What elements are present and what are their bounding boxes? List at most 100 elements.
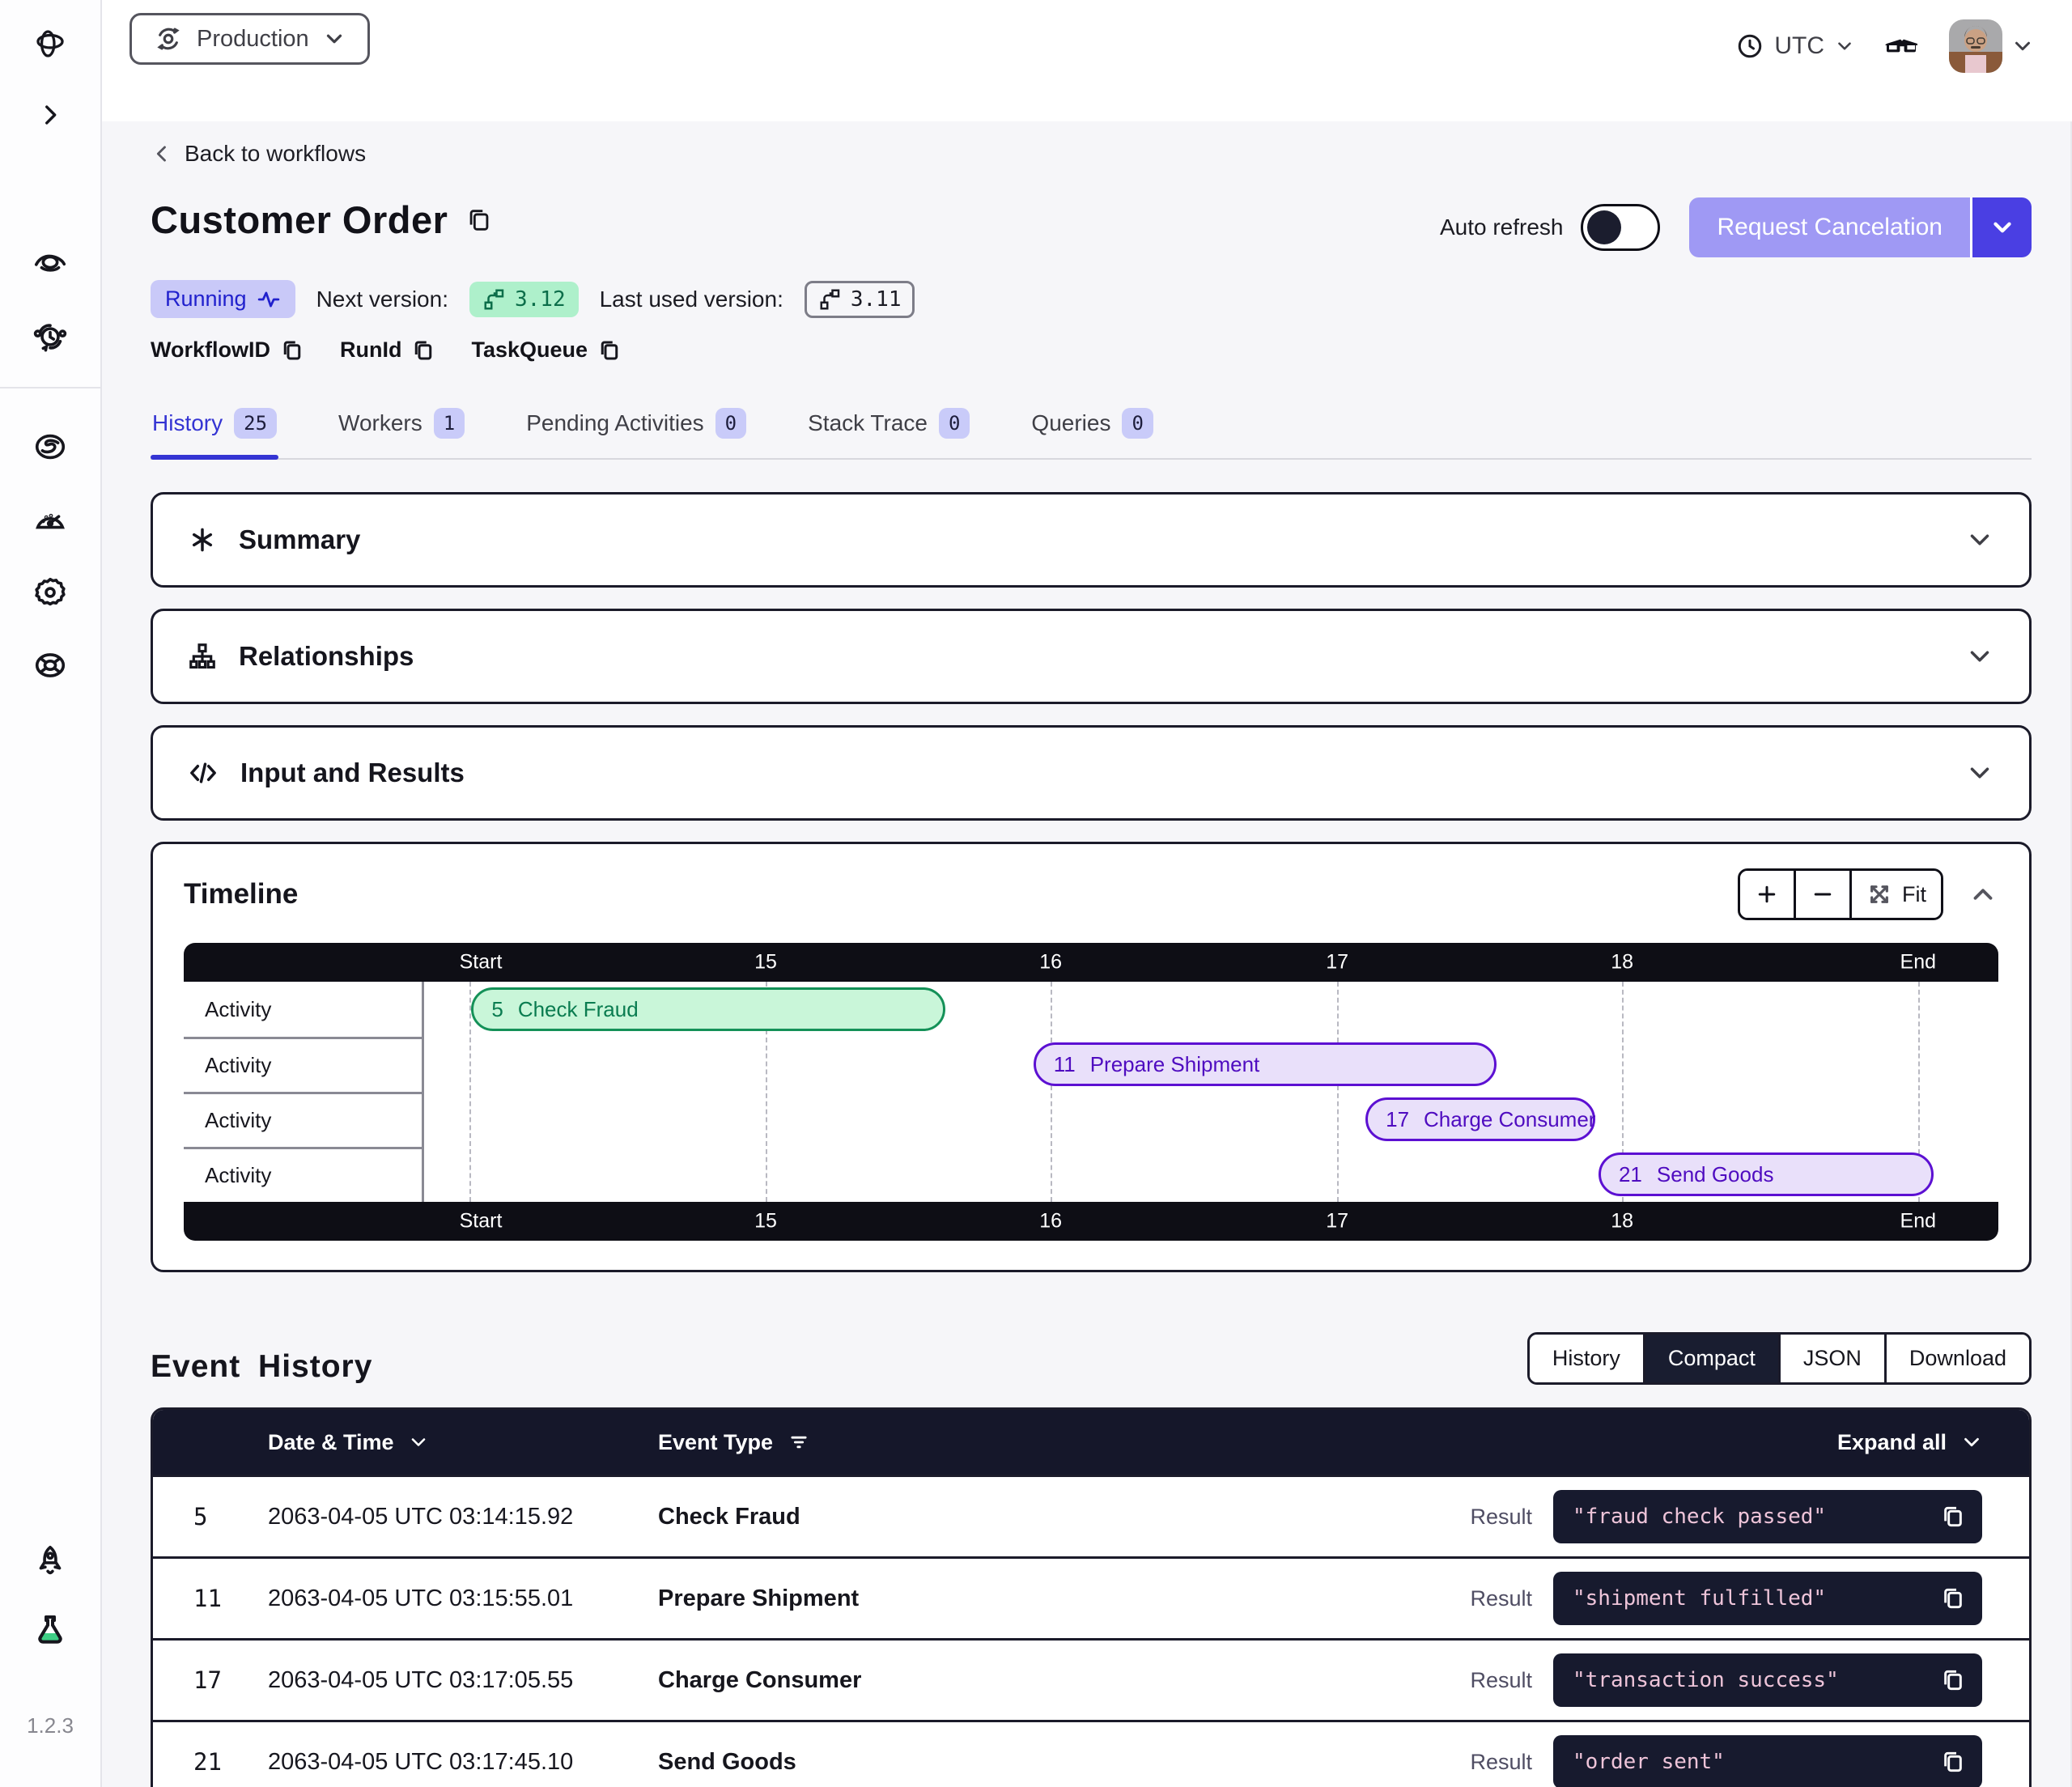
namespace-selector[interactable]: Production [130,13,370,65]
plus-icon [1758,885,1776,903]
code-icon [190,762,216,783]
date-time-sort[interactable]: Date & Time [268,1430,658,1455]
event-row[interactable]: 21 2063-04-05 UTC 03:17:45.10 Send Goods… [153,1720,2029,1787]
timezone-selector[interactable]: UTC [1735,32,1855,61]
timeline-bar-charge-consumer[interactable]: 17 Charge Consumer [1365,1097,1595,1141]
workflow-id-copy[interactable]: WorkflowID [151,337,304,363]
asterisk-icon [192,528,213,552]
glasses-icon[interactable] [1883,27,1921,66]
user-avatar[interactable] [1949,19,2002,73]
event-type: Charge Consumer [658,1666,862,1693]
collapse-chevron-up-icon[interactable] [1968,879,1998,910]
event-row[interactable]: 17 2063-04-05 UTC 03:17:05.55 Charge Con… [153,1638,2029,1720]
tab-pending-activities[interactable]: Pending Activities 0 [524,400,748,458]
request-cancelation-button[interactable]: Request Cancelation [1689,197,1970,257]
event-id: 17 [193,1666,222,1694]
main-content: Back to workflows Customer Order Auto re… [102,121,2072,1787]
nexus-icon[interactable] [24,421,76,473]
copy-result-icon[interactable] [1940,1504,1966,1530]
expand-all-button[interactable]: Expand all [1837,1430,2029,1455]
auto-refresh-toggle[interactable] [1581,204,1661,251]
event-table-header: Date & Time Event Type Expand all [153,1410,2029,1475]
topbar: Production UTC [102,0,2072,121]
timeline-row: Activity 21 Send Goods [184,1147,1998,1202]
fit-button[interactable]: Fit [1849,871,1941,918]
user-menu-chevron-icon[interactable] [2010,34,2035,58]
app-version: 1.2.3 [27,1713,74,1738]
result-value: "transaction success" [1573,1668,1839,1692]
next-version-badge: 3.12 [469,281,579,317]
copy-result-icon[interactable] [1940,1667,1966,1693]
timeline-bar-prepare-shipment[interactable]: 11 Prepare Shipment [1033,1042,1497,1086]
zoom-in-button[interactable] [1740,871,1794,918]
event-id: 11 [193,1585,222,1612]
chevron-down-icon [1838,42,1851,50]
view-history-button[interactable]: History [1529,1335,1643,1382]
temporal-logo-icon[interactable] [24,18,76,70]
relationships-section[interactable]: Relationships [151,609,2032,704]
expand-sidebar-chevron-icon[interactable] [24,89,76,141]
timeline-row: Activity 5 Check Fraud [184,982,1998,1037]
tab-history[interactable]: History 25 [151,400,279,460]
view-compact-button[interactable]: Compact [1642,1335,1778,1382]
copy-result-icon[interactable] [1940,1749,1966,1775]
section-title: Summary [239,524,361,554]
tab-queries[interactable]: Queries 0 [1030,400,1155,458]
event-type: Prepare Shipment [658,1585,860,1611]
event-time: 2063-04-05 UTC 03:17:45.10 [268,1748,574,1775]
run-id-copy[interactable]: RunId [340,337,435,363]
chevron-down-icon [1993,222,2011,233]
chevron-down-icon[interactable] [1964,641,1995,672]
copy-title-icon[interactable] [465,206,493,234]
view-json-button[interactable]: JSON [1777,1335,1884,1382]
timeline-bar-send-goods[interactable]: 21 Send Goods [1598,1152,1934,1196]
last-used-version-label: Last used version: [599,286,783,312]
chevron-left-icon [156,146,166,162]
zoom-out-button[interactable] [1794,871,1849,918]
result-label: Result [1470,1749,1532,1774]
pulse-icon [257,291,279,307]
detail-tabs: History 25 Workers 1 Pending Activities 0 S… [151,400,2032,460]
timeline-bar-check-fraud[interactable]: 5 Check Fraud [471,987,945,1031]
usage-meter-icon[interactable] [24,494,76,545]
namespace-label: Production [197,25,309,52]
settings-gear-icon[interactable] [24,567,76,618]
workflows-icon[interactable] [24,236,76,288]
toggle-knob [1587,210,1622,244]
expand-row-chevron-icon[interactable] [1982,1666,2029,1695]
rocket-icon[interactable] [24,1535,76,1587]
chevron-down-icon[interactable] [1964,758,1995,788]
timeline-row-label: Activity [184,1092,424,1147]
clock-icon [1739,34,1762,58]
input-results-section[interactable]: Input and Results [151,725,2032,821]
event-row[interactable]: 5 2063-04-05 UTC 03:14:15.92 Check Fraud… [153,1475,2029,1556]
event-id: 21 [193,1748,222,1776]
support-lifebuoy-icon[interactable] [24,639,76,691]
chevron-down-icon[interactable] [1964,524,1995,555]
download-button[interactable]: Download [1883,1335,2029,1382]
labs-flask-icon[interactable] [24,1605,76,1657]
copy-result-icon[interactable] [1940,1585,1966,1611]
copy-icon [283,341,301,359]
result-chip: "order sent" [1553,1735,1982,1787]
task-queue-copy[interactable]: TaskQueue [471,337,622,363]
schedules-icon[interactable] [24,311,76,363]
copy-icon [415,341,432,359]
summary-section[interactable]: Summary [151,492,2032,588]
tab-stack-trace[interactable]: Stack Trace 0 [806,400,971,458]
timezone-label: UTC [1774,32,1824,59]
back-to-workflows-link[interactable]: Back to workflows [151,141,366,167]
copy-icon [601,341,618,359]
event-row[interactable]: 11 2063-04-05 UTC 03:15:55.01 Prepare Sh… [153,1556,2029,1638]
expand-row-chevron-icon[interactable] [1982,1747,2029,1776]
expand-row-chevron-icon[interactable] [1982,1584,2029,1613]
section-title: Input and Results [240,758,465,787]
cancelation-menu-button[interactable] [1970,197,2032,257]
timeline-row-label: Activity [184,1147,424,1202]
expand-row-chevron-icon[interactable] [1982,1502,2029,1531]
result-chip: "fraud check passed" [1553,1490,1982,1543]
event-id: 5 [193,1503,208,1530]
tab-workers[interactable]: Workers 1 [337,400,466,458]
event-type-filter[interactable]: Event Type [658,1430,810,1455]
